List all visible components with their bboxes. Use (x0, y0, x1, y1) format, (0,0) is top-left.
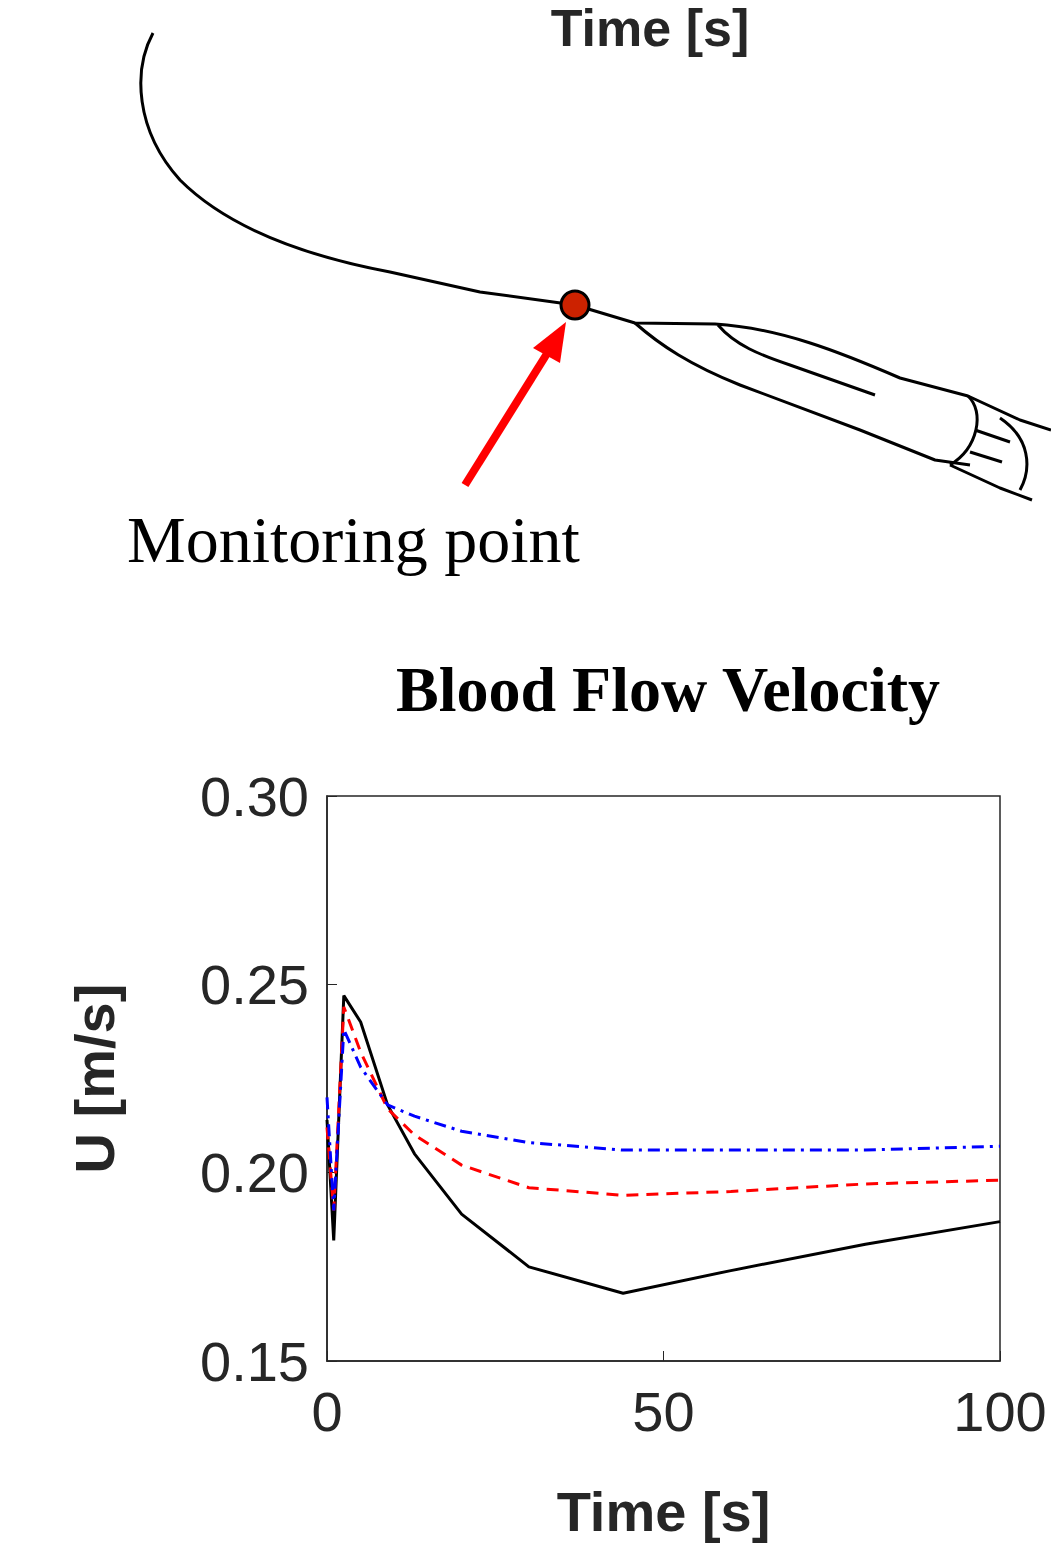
svg-text:0: 0 (311, 1380, 342, 1443)
svg-text:0.15: 0.15 (200, 1330, 309, 1393)
svg-text:Blood Flow Velocity: Blood Flow Velocity (396, 654, 940, 725)
svg-text:0.30: 0.30 (200, 765, 309, 828)
svg-text:Monitoring point: Monitoring point (127, 503, 580, 576)
svg-text:100: 100 (953, 1380, 1046, 1443)
svg-text:U [m/s]: U [m/s] (63, 984, 126, 1174)
svg-text:0.25: 0.25 (200, 953, 309, 1016)
svg-text:Time [s]: Time [s] (551, 0, 749, 57)
svg-text:0.20: 0.20 (200, 1141, 309, 1204)
svg-text:50: 50 (632, 1380, 694, 1443)
svg-text:Time [s]: Time [s] (557, 1480, 771, 1543)
